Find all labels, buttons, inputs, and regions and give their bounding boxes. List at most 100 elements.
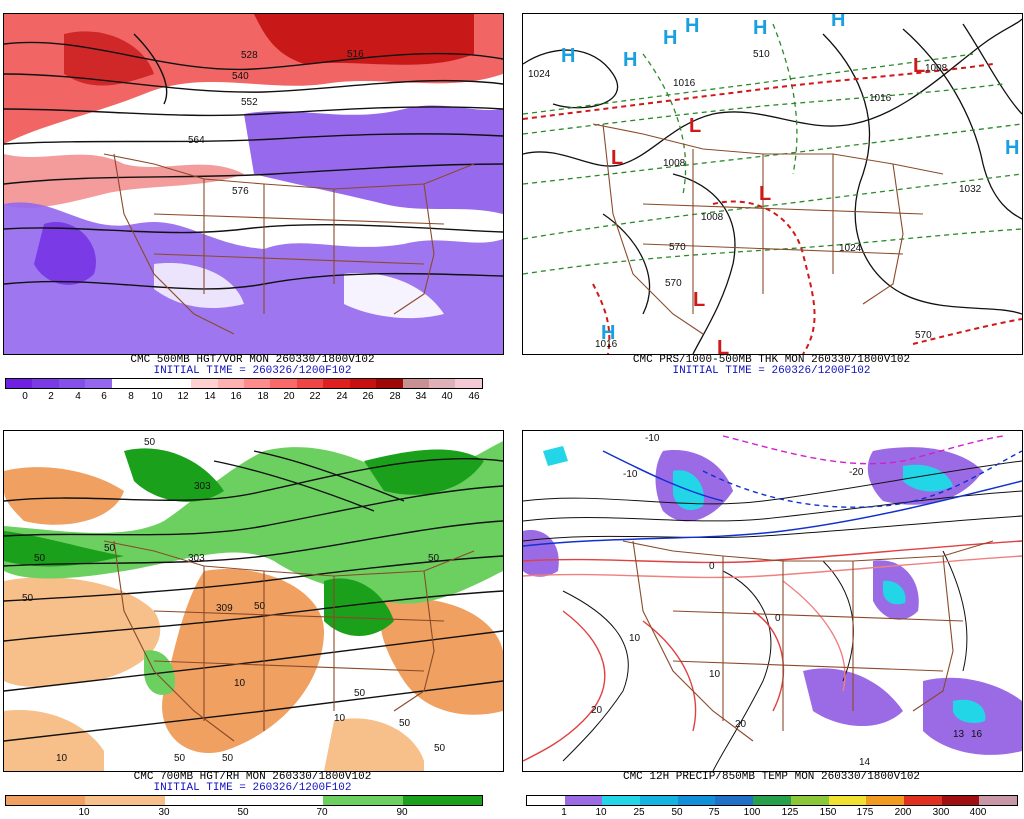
legend-tick: 10 xyxy=(595,807,607,818)
legend-swatch xyxy=(6,379,33,388)
legend-tick: 1 xyxy=(561,807,567,818)
panel-1-title: CMC 500MB HGT/VOR MON 260330/1800V102 xyxy=(130,354,375,366)
temp-label: 0 xyxy=(775,613,781,624)
high-pressure-label: H xyxy=(663,27,677,49)
legend-tick: 46 xyxy=(468,391,480,402)
height-label: 303 xyxy=(194,481,211,492)
legend-swatch xyxy=(111,379,139,388)
legend-tick: 4 xyxy=(75,391,81,402)
rh-label: 50 xyxy=(428,553,440,564)
legend-tick: 24 xyxy=(336,391,348,402)
legend-tick: 175 xyxy=(856,807,874,818)
thickness-label: 570 xyxy=(915,330,932,341)
legend-swatch xyxy=(455,379,482,388)
legend-swatch xyxy=(191,379,218,388)
legend-tick: 25 xyxy=(633,807,645,818)
precip-legend-ticks: 1 10 25 50 75 100 125 150 175 200 300 40… xyxy=(526,807,1016,819)
rh-label: 50 xyxy=(434,743,446,754)
isobar-label: 1016 xyxy=(869,93,892,104)
temp-label: 13 xyxy=(953,729,965,740)
legend-swatch xyxy=(753,796,791,805)
rh-label: 50 xyxy=(144,437,156,448)
legend-swatch xyxy=(941,796,980,805)
isobar-label: 1008 xyxy=(701,212,724,223)
legend-tick: 28 xyxy=(389,391,401,402)
isobar-label: 1016 xyxy=(673,78,696,89)
map-500mb-vorticity: 528 516 540 552 564 576 xyxy=(4,14,503,354)
rh-label: 50 xyxy=(399,718,411,729)
legend-tick: 12 xyxy=(177,391,189,402)
temp-label: 20 xyxy=(735,719,747,730)
legend-tick: 26 xyxy=(362,391,374,402)
map-700mb-rh: 50 50 50 50 10 50 50 10 50 50 50 50 50 1… xyxy=(4,437,503,771)
legend-tick: 22 xyxy=(309,391,321,402)
legend-swatch xyxy=(323,379,350,388)
legend-swatch xyxy=(903,796,942,805)
isobar-label: 1008 xyxy=(663,158,686,169)
panel-2-title: CMC PRS/1000-500MB THK MON 260330/1800V1… xyxy=(632,354,911,366)
vorticity-legend-ticks: 0 2 4 6 8 10 12 14 16 18 20 22 24 26 28 … xyxy=(5,391,481,403)
legend-tick: 50 xyxy=(237,807,249,818)
rh-label: 50 xyxy=(22,593,34,604)
panel-700mb-rh: 50 50 50 50 10 50 50 10 50 50 50 50 50 1… xyxy=(3,430,504,772)
height-label: 303 xyxy=(188,553,205,564)
rh-label: 50 xyxy=(34,553,46,564)
low-pressure-label: L xyxy=(611,147,623,169)
legend-swatch xyxy=(85,796,165,805)
temp-label: -10 xyxy=(645,433,660,444)
high-pressure-label: H xyxy=(1005,137,1019,159)
low-pressure-label: L xyxy=(689,115,701,137)
panel-2-subtitle: INITIAL TIME = 260326/1200F102 xyxy=(672,365,871,377)
contour-label: 564 xyxy=(188,135,205,146)
legend-tick: 2 xyxy=(48,391,54,402)
rh-label: 50 xyxy=(354,688,366,699)
legend-tick: 10 xyxy=(151,391,163,402)
legend-swatch xyxy=(164,796,244,805)
legend-tick: 10 xyxy=(78,807,90,818)
thickness-label: 570 xyxy=(669,242,686,253)
legend-swatch xyxy=(296,379,324,388)
legend-tick: 90 xyxy=(396,807,408,818)
low-pressure-label: L xyxy=(717,337,729,354)
legend-tick: 40 xyxy=(441,391,453,402)
high-pressure-label: H xyxy=(753,17,767,39)
high-pressure-label: H xyxy=(601,322,615,344)
map-precip-temperature: -10 -10 -20 0 0 10 10 20 20 13 16 14 xyxy=(523,433,1022,771)
legend-swatch xyxy=(402,796,482,805)
legend-tick: 0 xyxy=(22,391,28,402)
legend-swatch xyxy=(866,796,904,805)
low-pressure-label: L xyxy=(693,289,705,311)
legend-swatch xyxy=(402,379,429,388)
high-pressure-label: H xyxy=(685,15,699,37)
legend-swatch xyxy=(270,379,297,388)
isobar-label: 1024 xyxy=(528,69,551,80)
legend-tick: 6 xyxy=(101,391,107,402)
legend-tick: 75 xyxy=(708,807,720,818)
vorticity-legend-bar xyxy=(5,378,483,389)
panel-3-subtitle: INITIAL TIME = 260326/1200F102 xyxy=(153,782,352,794)
low-pressure-label: L xyxy=(913,55,925,77)
rh-label: 50 xyxy=(104,543,116,554)
contour-label: 516 xyxy=(347,49,364,60)
legend-swatch xyxy=(376,379,403,388)
height-label: 309 xyxy=(216,603,233,614)
legend-tick: 16 xyxy=(230,391,242,402)
isobar-label: 1016 xyxy=(595,339,618,350)
legend-swatch xyxy=(564,796,603,805)
temp-label: 20 xyxy=(591,705,603,716)
legend-swatch xyxy=(164,379,192,388)
legend-tick: 18 xyxy=(257,391,269,402)
isobar-label: 1008 xyxy=(925,63,948,74)
high-pressure-label: H xyxy=(561,45,575,67)
legend-tick: 125 xyxy=(781,807,799,818)
temp-label: 0 xyxy=(709,561,715,572)
high-pressure-label: H xyxy=(623,49,637,71)
rh-label: 50 xyxy=(254,601,266,612)
legend-tick: 20 xyxy=(283,391,295,402)
rh-label: 10 xyxy=(334,713,346,724)
rh-label: 10 xyxy=(56,753,68,764)
temp-label: 10 xyxy=(709,669,721,680)
legend-swatch xyxy=(217,379,244,388)
legend-tick: 400 xyxy=(969,807,987,818)
legend-swatch xyxy=(602,796,641,805)
